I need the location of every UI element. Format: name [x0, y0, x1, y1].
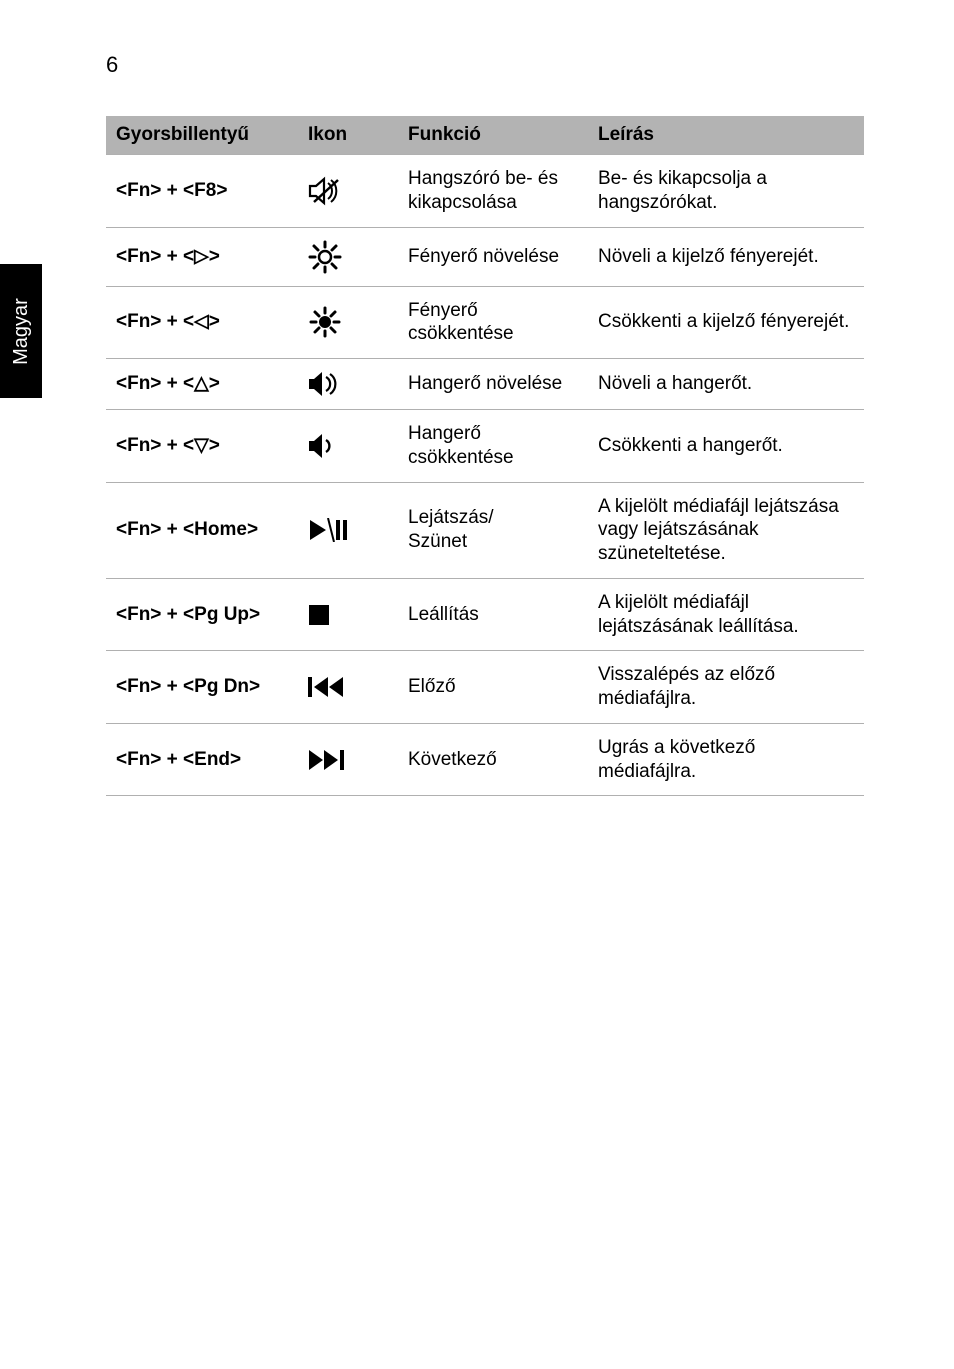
table-row: <Fn> + <F8> Hangszóró be- és kikapcsolás…	[106, 155, 864, 228]
cell-shortcut: <Fn> + <◁>	[106, 286, 298, 359]
cell-icon	[298, 482, 398, 578]
table-row: <Fn> + <▷> Fényerő növelé	[106, 227, 864, 286]
cell-function: Lejátszás/Szünet	[398, 482, 588, 578]
cell-shortcut: <Fn> + <Pg Up>	[106, 578, 298, 651]
table-row: <Fn> + <◁> Fényerő csökke	[106, 286, 864, 359]
cell-icon	[298, 286, 398, 359]
cell-icon	[298, 227, 398, 286]
cell-function: Hangszóró be- és kikapcsolása	[398, 155, 588, 228]
cell-function: Következő	[398, 723, 588, 796]
side-language-tab: Magyar	[0, 264, 42, 398]
col-header-description: Leírás	[588, 116, 864, 155]
cell-icon	[298, 155, 398, 228]
cell-icon	[298, 359, 398, 410]
speaker-mute-icon	[308, 176, 342, 206]
cell-description: Visszalépés az előző médiafájlra.	[588, 651, 864, 724]
volume-down-icon	[308, 433, 336, 459]
next-track-icon	[308, 749, 344, 771]
hotkeys-table: Gyorsbillentyű Ikon Funkció Leírás <Fn> …	[106, 116, 864, 796]
cell-function: Fényerő növelése	[398, 227, 588, 286]
cell-description: Növeli a hangerőt.	[588, 359, 864, 410]
cell-shortcut: <Fn> + <△>	[106, 359, 298, 410]
cell-function: Előző	[398, 651, 588, 724]
table-row: <Fn> + <▽> Hangerő csökkentése Csökkenti…	[106, 410, 864, 483]
cell-shortcut: <Fn> + <End>	[106, 723, 298, 796]
play-pause-icon	[308, 518, 348, 542]
cell-shortcut: <Fn> + <▽>	[106, 410, 298, 483]
cell-icon	[298, 410, 398, 483]
cell-icon	[298, 651, 398, 724]
side-language-label: Magyar	[10, 298, 33, 365]
table-row: <Fn> + <Pg Up> Leállítás A kijelölt médi…	[106, 578, 864, 651]
cell-function: Leállítás	[398, 578, 588, 651]
table-row: <Fn> + <△> Hangerő növelése Növeli a han…	[106, 359, 864, 410]
cell-description: Növeli a kijelző fényerejét.	[588, 227, 864, 286]
brightness-down-icon	[308, 305, 342, 339]
volume-up-icon	[308, 371, 340, 397]
page-number: 6	[106, 52, 118, 78]
col-header-shortcut: Gyorsbillentyű	[106, 116, 298, 155]
col-header-function: Funkció	[398, 116, 588, 155]
cell-shortcut: <Fn> + <F8>	[106, 155, 298, 228]
cell-function: Fényerő csökkentése	[398, 286, 588, 359]
cell-description: A kijelölt médiafájl lejátszásának leáll…	[588, 578, 864, 651]
cell-function: Hangerő csökkentése	[398, 410, 588, 483]
table-header-row: Gyorsbillentyű Ikon Funkció Leírás	[106, 116, 864, 155]
previous-track-icon	[308, 676, 344, 698]
cell-shortcut: <Fn> + <▷>	[106, 227, 298, 286]
cell-shortcut: <Fn> + <Home>	[106, 482, 298, 578]
cell-description: Ugrás a következő médiafájlra.	[588, 723, 864, 796]
cell-description: Csökkenti a kijelző fényerejét.	[588, 286, 864, 359]
cell-function: Hangerő növelése	[398, 359, 588, 410]
cell-shortcut: <Fn> + <Pg Dn>	[106, 651, 298, 724]
cell-description: Be- és kikapcsolja a hangszórókat.	[588, 155, 864, 228]
table-row: <Fn> + <Pg Dn> Előző Visszalépés az előz…	[106, 651, 864, 724]
brightness-up-icon	[308, 240, 342, 274]
cell-icon	[298, 723, 398, 796]
cell-icon	[298, 578, 398, 651]
cell-description: A kijelölt médiafájl lejátszása vagy lej…	[588, 482, 864, 578]
cell-description: Csökkenti a hangerőt.	[588, 410, 864, 483]
col-header-icon: Ikon	[298, 116, 398, 155]
table-row: <Fn> + <Home> Lejátszás/Szünet A kijelöl…	[106, 482, 864, 578]
stop-icon	[308, 604, 330, 626]
page: 6 Magyar Gyorsbillentyű Ikon Funkció Leí…	[0, 0, 954, 1369]
table-row: <Fn> + <End> Következő Ugrás a következő…	[106, 723, 864, 796]
